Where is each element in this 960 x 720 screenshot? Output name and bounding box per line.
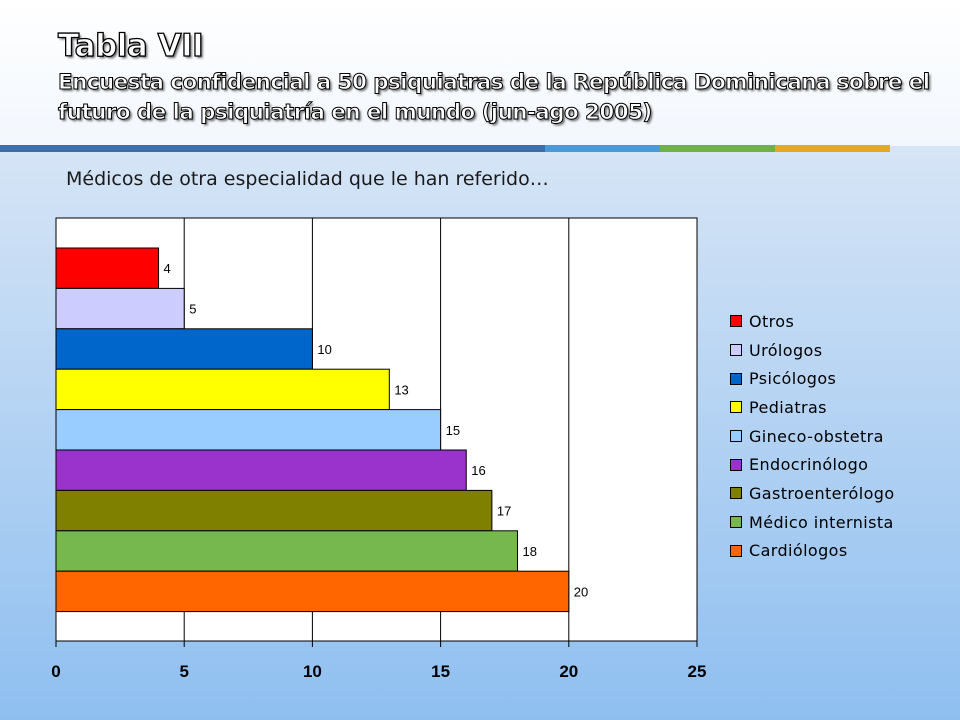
bar-médico internista xyxy=(55,530,519,572)
legend-item: Gineco-obstetra xyxy=(730,422,895,451)
x-tick-label: 0 xyxy=(51,662,60,681)
legend-label: Pediatras xyxy=(749,397,827,417)
x-tick-label: 15 xyxy=(431,662,450,681)
data-label: 5 xyxy=(189,302,196,317)
accent-stripe-4 xyxy=(775,145,890,152)
chart-title: Médicos de otra especialidad que le han … xyxy=(66,168,549,190)
legend-swatch xyxy=(730,344,742,357)
bar-otros xyxy=(55,247,160,289)
accent-stripe-2 xyxy=(545,145,660,152)
accent-stripe-1 xyxy=(0,145,545,152)
header-band xyxy=(0,0,960,146)
legend-item: Cardiólogos xyxy=(730,537,895,566)
legend-label: Psicólogos xyxy=(749,369,837,389)
legend-swatch xyxy=(730,458,742,471)
bar-gastroenterólogo xyxy=(55,489,493,532)
legend-label: Endocrinólogo xyxy=(749,455,869,475)
legend-item: Gastroenterólogo xyxy=(730,479,895,508)
legend-item: Pediatras xyxy=(730,393,895,422)
bar-pediatras xyxy=(55,368,390,411)
legend-swatch xyxy=(730,372,742,385)
data-label: 4 xyxy=(164,261,171,276)
bar-endocrinólogo xyxy=(55,449,467,491)
legend-item: Urólogos xyxy=(730,336,895,365)
legend-item: Endocrinólogo xyxy=(730,450,895,479)
data-label: 15 xyxy=(446,423,460,438)
data-label: 16 xyxy=(471,463,485,478)
bar-psicólogos xyxy=(55,328,313,370)
chart-legend: Otros Urólogos Psicólogos Pediatras Gineco-o… xyxy=(730,307,895,565)
data-label: 13 xyxy=(394,382,408,397)
legend-label: Cardiólogos xyxy=(749,541,848,561)
slide-title: Tabla VII xyxy=(57,27,204,64)
legend-swatch xyxy=(730,544,742,557)
data-label: 18 xyxy=(523,544,537,559)
legend-item: Médico internista xyxy=(730,508,895,537)
x-tick-label: 20 xyxy=(559,662,578,681)
legend-swatch xyxy=(730,487,742,500)
data-label: 10 xyxy=(317,342,331,357)
slide-subtitle: Encuesta confidencial a 50 psiquiatras d… xyxy=(58,70,931,126)
legend-label: Otros xyxy=(749,311,795,331)
legend-label: Médico internista xyxy=(749,512,894,532)
accent-stripe-3 xyxy=(660,145,775,152)
legend-swatch xyxy=(730,315,742,328)
legend-item: Otros xyxy=(730,307,895,336)
legend-swatch xyxy=(730,401,742,414)
bar-urólogos xyxy=(55,287,185,330)
bar-cardiólogos xyxy=(55,570,570,613)
legend-item: Psicólogos xyxy=(730,364,895,393)
x-tick-label: 25 xyxy=(688,662,707,681)
data-label: 20 xyxy=(574,584,588,599)
legend-label: Gineco-obstetra xyxy=(749,426,884,446)
x-tick-label: 10 xyxy=(303,662,322,681)
legend-swatch xyxy=(730,430,742,443)
data-label: 17 xyxy=(497,504,511,519)
legend-label: Urólogos xyxy=(749,340,823,360)
legend-label: Gastroenterólogo xyxy=(749,483,895,503)
bar-gineco-obstetra xyxy=(55,409,442,451)
x-tick-label: 5 xyxy=(179,662,188,681)
legend-swatch xyxy=(730,516,742,529)
